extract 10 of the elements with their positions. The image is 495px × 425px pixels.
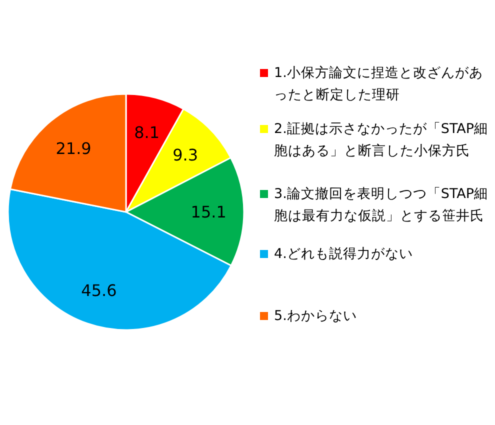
data-label: 21.9 (56, 139, 92, 158)
data-label: 45.6 (81, 281, 117, 300)
data-label: 8.1 (134, 123, 160, 142)
data-label: 15.1 (190, 202, 226, 222)
legend-label: 4.どれも説得力がない (273, 245, 414, 264)
data-label: 9.3 (172, 146, 198, 165)
legend-label: 2.証拠は示さなかったが「STAP細胞はある」と断言した小保方氏 (273, 120, 490, 161)
legend-label: 5.わからない (273, 307, 358, 326)
legend-label: 3.論文撤回を表明しつつ「STAP細胞は最有力な仮説」とする笹井氏 (273, 185, 490, 226)
legend-label: 1.小保方論文に捏造と改ざんがあったと断定した理研 (273, 64, 484, 105)
